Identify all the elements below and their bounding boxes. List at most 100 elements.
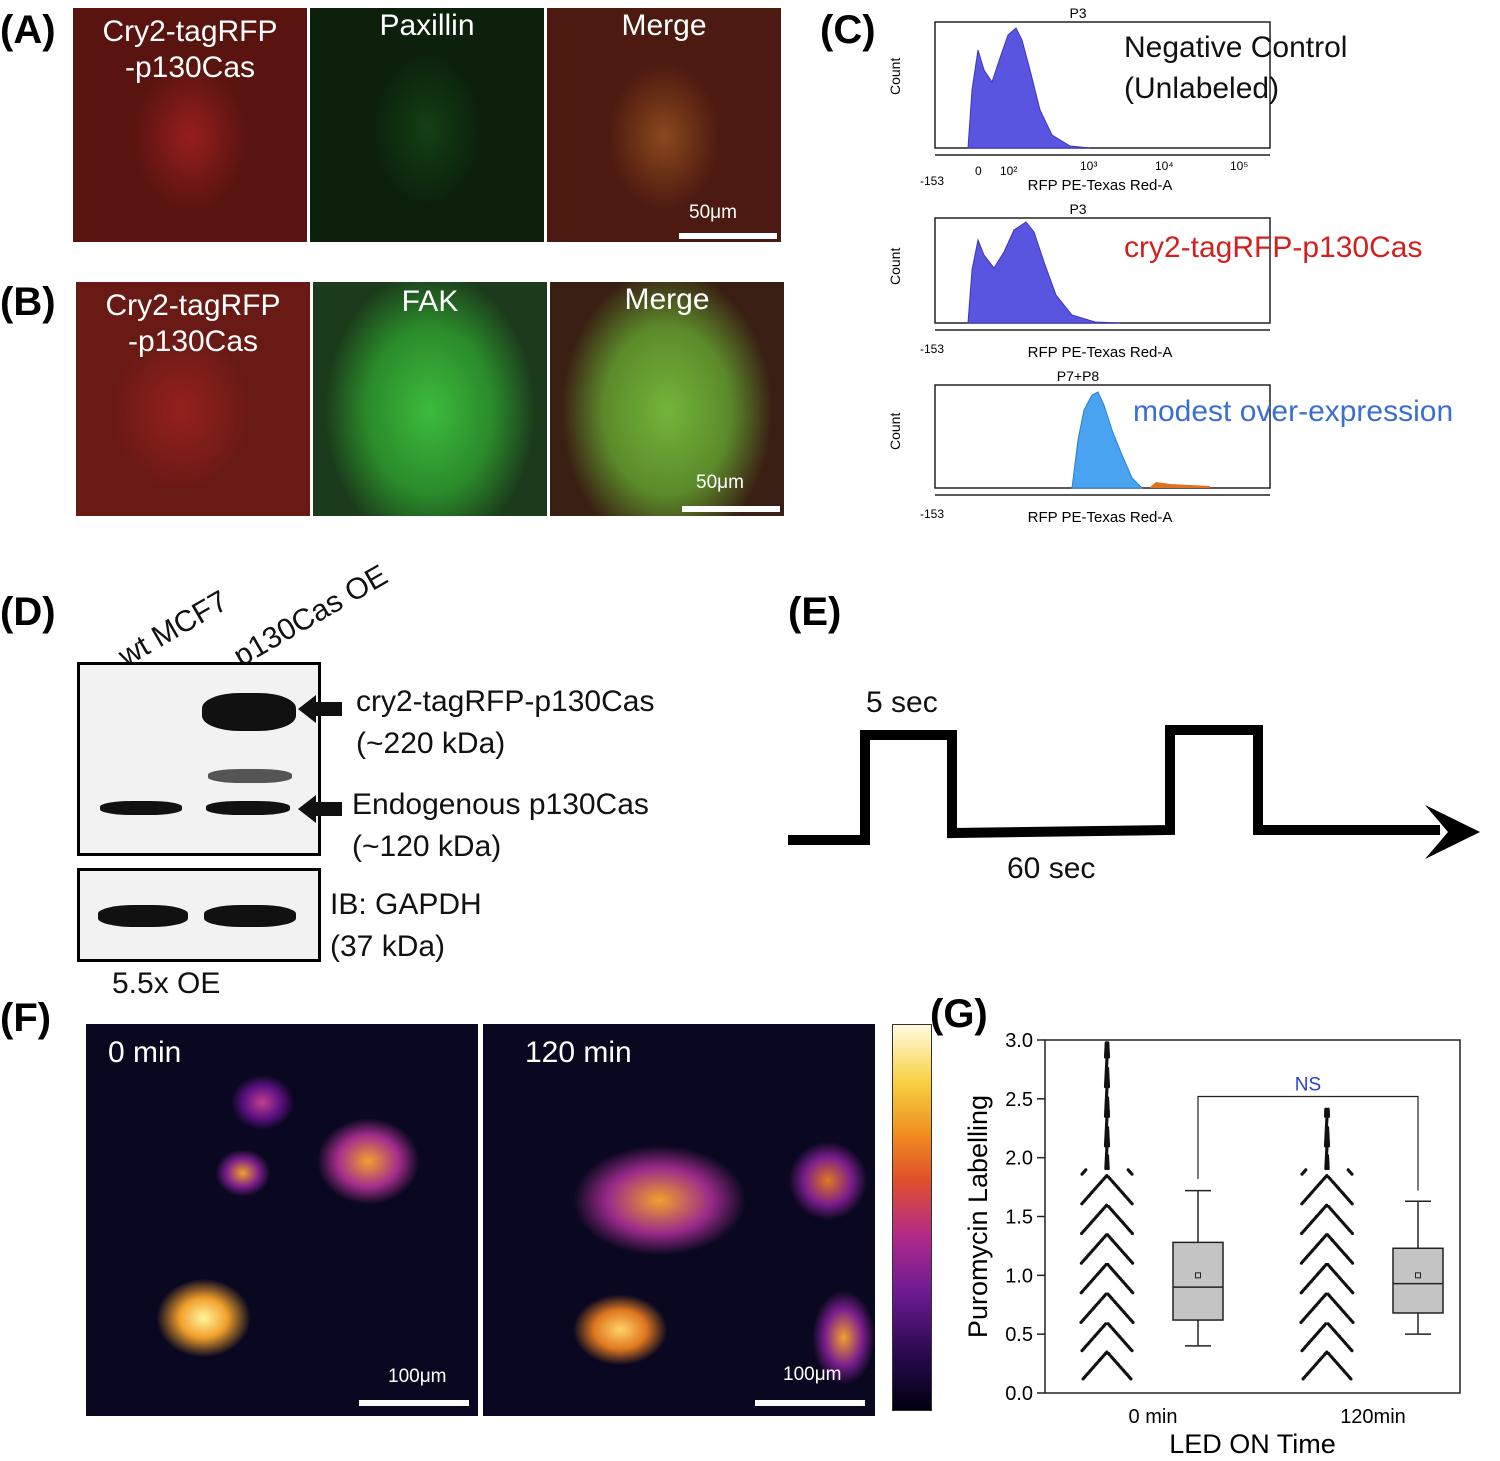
arrow-endogenous-icon: [298, 795, 342, 823]
pulse-duration-label: 5 sec: [866, 686, 938, 719]
panel-e-letter: (E): [788, 590, 842, 634]
heatmap-image-0min: 0 min 100μm: [86, 1024, 478, 1416]
data-point: [1325, 1173, 1329, 1178]
data-point: [1324, 1322, 1328, 1326]
panel-b-scale-text: 50μm: [696, 472, 744, 493]
data-point: [1104, 1322, 1108, 1326]
data-point: [1326, 1322, 1330, 1326]
flow-plot-3-annotation: modest over-expression: [1133, 395, 1453, 428]
panel-b-merge-image: Merge 50μm: [550, 282, 784, 516]
loading-label: IB: GAPDH: [330, 888, 482, 921]
panel-b-scale-bar: [682, 506, 780, 512]
y-axis-label: Puromycin Labelling: [963, 1095, 993, 1338]
panel-a-letter: (A): [0, 8, 56, 52]
timepoint-label-0: 0 min: [108, 1036, 182, 1069]
panel-f-scale-bar-0: [359, 1400, 469, 1406]
flow-plot-1-annotation: Negative Control (Unlabeled): [1124, 31, 1356, 105]
flow-plot-1: P3 Count RFP PE-Texas Red-A -153 0 10² 1…: [887, 5, 1271, 194]
panel-a-scale-bar: [679, 233, 777, 239]
data-point: [1324, 1107, 1328, 1111]
band-gapdh-wt: [98, 905, 188, 927]
band-cry2-oe: [202, 693, 296, 731]
panel-f-scale-bar-120: [755, 1400, 865, 1406]
y-tick-label: 2.5: [1005, 1089, 1033, 1111]
flow-plot-3-gate: P7+P8: [1057, 368, 1100, 384]
panel-f-scale-text-120: 100μm: [783, 1364, 842, 1385]
flow-plot-1-annotation-line1: Negative Control: [1124, 31, 1347, 64]
flow-plot-3-xlabel: RFP PE-Texas Red-A: [1028, 509, 1173, 525]
panel-a-paxillin-label: Paxillin: [379, 9, 475, 42]
data-point: [1324, 1203, 1329, 1207]
x-tick-label: 120min: [1340, 1406, 1406, 1428]
flow-plot-1-tick-3: 10³: [1080, 159, 1097, 173]
panel-b-rfp-label: Cry2-tagRFP -p130Cas: [105, 289, 281, 358]
band-gapdh-oe: [204, 905, 296, 927]
panel-b-rfp-image: Cry2-tagRFP -p130Cas: [76, 282, 310, 516]
lane-label-oe: p130Cas OE: [228, 558, 394, 674]
band-label-endogenous: Endogenous p130Cas: [352, 788, 649, 821]
flow-plot-1-tick-0: 0: [975, 164, 982, 178]
data-point: [1105, 1350, 1109, 1354]
data-point: [1325, 1350, 1329, 1354]
panel-d-letter: (D): [0, 590, 56, 634]
band-intermediate-oe: [208, 769, 292, 783]
flow-plot-1-tick-min: -153: [920, 174, 944, 188]
y-tick-label: 1.5: [1005, 1207, 1033, 1229]
flow-plot-2: P3 Count RFP PE-Texas Red-A -153: [887, 201, 1271, 361]
panel-g-letter: (G): [930, 992, 988, 1036]
mean-marker: [1415, 1272, 1421, 1279]
panel-a-merge-image: Merge 50μm: [547, 8, 781, 242]
flow-plot-1-xlabel: RFP PE-Texas Red-A: [1028, 177, 1173, 194]
y-tick-label: 3.0: [1005, 1030, 1033, 1052]
data-point: [1304, 1168, 1308, 1172]
pulse-line: [788, 725, 1440, 845]
panel-b-merge-label: Merge: [624, 283, 710, 316]
panel-f-scale-text-0: 100μm: [388, 1366, 447, 1387]
flow-plot-2-tick-min: -153: [920, 342, 944, 356]
flow-plot-2-ylabel: Count: [887, 248, 903, 285]
band-endogenous-oe: [206, 801, 290, 815]
data-point: [1326, 1292, 1330, 1296]
band-size-cry2: (~220 kDa): [356, 727, 506, 760]
x-tick-label: 0 min: [1129, 1406, 1178, 1428]
flow-plot-3-tick-min: -153: [920, 507, 944, 521]
flow-plot-1-ylabel: Count: [887, 58, 903, 95]
flow-plot-2-xlabel: RFP PE-Texas Red-A: [1028, 344, 1173, 361]
band-size-endogenous: (~120 kDa): [352, 830, 502, 863]
panel-b-letter: (B): [0, 280, 56, 324]
data-point: [1104, 1203, 1109, 1207]
timepoint-label-120: 120 min: [525, 1036, 632, 1069]
data-point: [1106, 1322, 1110, 1326]
band-endogenous-wt: [100, 801, 182, 815]
y-tick-label: 2.0: [1005, 1148, 1033, 1170]
panel-c-flow-histograms: P3 Count RFP PE-Texas Red-A -153 0 10² 1…: [887, 5, 1453, 525]
data-point: [1106, 1292, 1110, 1296]
flow-plot-1-tick-5: 10⁵: [1230, 159, 1248, 173]
box: [1172, 1241, 1224, 1321]
panel-b-fak-label: FAK: [401, 285, 459, 318]
data-point: [1106, 1233, 1110, 1237]
data-point: [1326, 1233, 1330, 1237]
panel-b-fak-image: FAK: [313, 282, 547, 516]
flow-plot-1-annotation-line2: (Unlabeled): [1124, 72, 1279, 105]
western-blot-main: [77, 662, 321, 856]
panel-c-letter: (C): [820, 8, 876, 52]
panel-a-merge-label: Merge: [621, 9, 707, 42]
data-point: [1346, 1168, 1350, 1172]
pulse-interval-label: 60 sec: [1007, 852, 1096, 885]
puromycin-box-chart: 0.0 0.5 1.0 1.5 2.0 2.5 3.0 Puromycin Labelling…: [963, 1030, 1461, 1459]
flow-plot-3-ylabel: Count: [887, 413, 903, 450]
y-tick-label: 1.0: [1005, 1265, 1033, 1287]
panel-a-rfp-image: Cry2-tagRFP -p130Cas: [73, 8, 307, 242]
significance-bracket: [1197, 1095, 1419, 1191]
arrow-cry2-icon: [298, 695, 342, 723]
time-arrow-icon: [1425, 805, 1480, 859]
fold-change-label: 5.5x OE: [112, 967, 221, 1000]
box: [1392, 1247, 1444, 1314]
band-label-cry2: cry2-tagRFP-p130Cas: [356, 685, 655, 718]
panel-a-scale-text: 50μm: [689, 202, 737, 223]
flow-plot-3-hist-gate: [1150, 482, 1210, 488]
significance-label: NS: [1295, 1074, 1321, 1095]
panel-a-rfp-label: Cry2-tagRFP -p130Cas: [102, 15, 278, 84]
y-tick-label: 0.5: [1005, 1324, 1033, 1346]
